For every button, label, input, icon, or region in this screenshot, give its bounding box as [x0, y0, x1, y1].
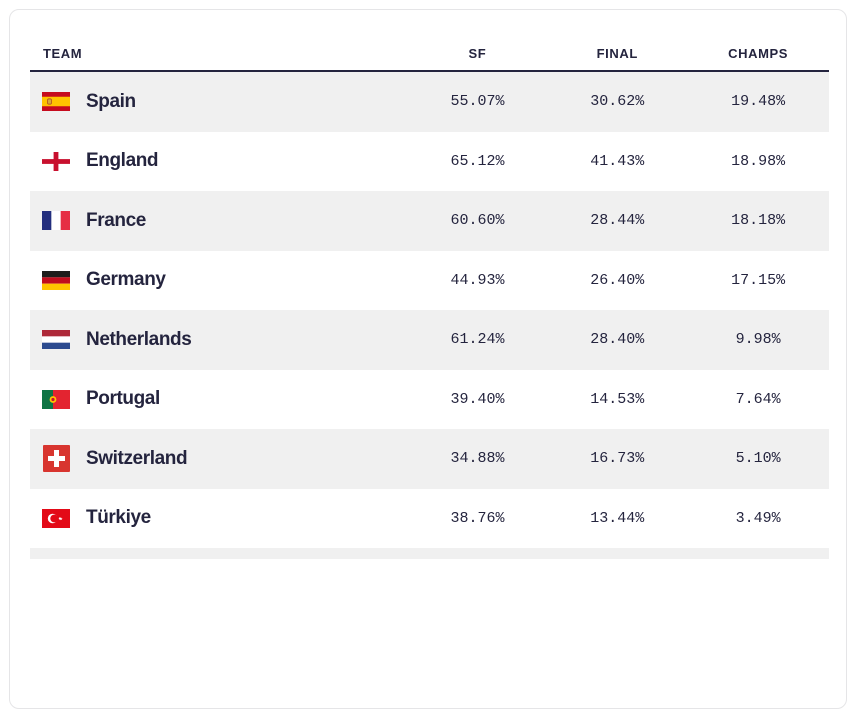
team-cell: Switzerland: [30, 445, 408, 473]
table-row[interactable]: Portugal 39.40% 14.53% 7.64%: [30, 369, 829, 429]
sf-value: 65.12%: [450, 152, 505, 170]
champs-value: 18.18%: [731, 212, 786, 230]
final-value: 13.44%: [590, 509, 645, 527]
team-name: Germany: [86, 269, 166, 291]
flag-england-icon: [42, 151, 70, 171]
table-row[interactable]: Spain 55.07% 30.62% 19.48%: [30, 72, 829, 132]
team-cell: France: [30, 210, 408, 232]
team-cell: England: [30, 150, 408, 172]
table-row[interactable]: England 65.12% 41.43% 18.98%: [30, 131, 829, 191]
flag-france-icon: [42, 211, 70, 231]
team-cell: Portugal: [30, 388, 408, 410]
team-name: Switzerland: [86, 447, 188, 469]
team-name: France: [86, 209, 146, 231]
final-value: 28.44%: [590, 212, 645, 230]
sf-value: 61.24%: [450, 331, 505, 349]
final-value: 30.62%: [590, 93, 645, 111]
table-body: Spain 55.07% 30.62% 19.48% England 65.12…: [30, 72, 829, 548]
team-name: Spain: [86, 90, 136, 112]
table-row[interactable]: Germany 44.93% 26.40% 17.15%: [30, 250, 829, 310]
final-value: 28.40%: [590, 331, 645, 349]
header-sf[interactable]: SF: [468, 46, 487, 61]
champs-value: 3.49%: [735, 509, 781, 527]
final-value: 41.43%: [590, 152, 645, 170]
champs-value: 9.98%: [735, 331, 781, 349]
sf-value: 39.40%: [450, 390, 505, 408]
champs-value: 18.98%: [731, 152, 786, 170]
champs-value: 17.15%: [731, 271, 786, 289]
header-final[interactable]: FINAL: [596, 46, 638, 61]
final-value: 16.73%: [590, 450, 645, 468]
table-row[interactable]: France 60.60% 28.44% 18.18%: [30, 191, 829, 251]
flag-germany-icon: [42, 270, 70, 290]
team-cell: Netherlands: [30, 329, 408, 351]
table-header-row: TEAM SF FINAL CHAMPS: [30, 10, 829, 72]
table-row[interactable]: Netherlands 61.24% 28.40% 9.98%: [30, 310, 829, 370]
flag-portugal-icon: [42, 389, 70, 409]
champs-value: 19.48%: [731, 93, 786, 111]
sf-value: 38.76%: [450, 509, 505, 527]
probabilities-card: TEAM SF FINAL CHAMPS Spain 55.07% 30.62%…: [9, 9, 847, 709]
team-cell: Spain: [30, 91, 408, 113]
flag-netherlands-icon: [42, 330, 70, 350]
sf-value: 34.88%: [450, 450, 505, 468]
flag-turkiye-icon: [42, 508, 70, 528]
header-team[interactable]: TEAM: [43, 46, 83, 61]
table-row[interactable]: Switzerland 34.88% 16.73% 5.10%: [30, 429, 829, 489]
team-cell: Türkiye: [30, 507, 408, 529]
flag-spain-icon: [42, 92, 70, 112]
header-champs[interactable]: CHAMPS: [728, 46, 789, 61]
final-value: 26.40%: [590, 271, 645, 289]
champs-value: 7.64%: [735, 390, 781, 408]
final-value: 14.53%: [590, 390, 645, 408]
team-cell: Germany: [30, 269, 408, 291]
team-name: England: [86, 150, 159, 172]
team-name: Türkiye: [86, 507, 151, 529]
partial-next-row: [30, 548, 829, 559]
table-row[interactable]: Türkiye 38.76% 13.44% 3.49%: [30, 488, 829, 548]
champs-value: 5.10%: [735, 450, 781, 468]
sf-value: 44.93%: [450, 271, 505, 289]
team-name: Netherlands: [86, 328, 192, 350]
team-name: Portugal: [86, 388, 160, 410]
sf-value: 55.07%: [450, 93, 505, 111]
sf-value: 60.60%: [450, 212, 505, 230]
probabilities-table: TEAM SF FINAL CHAMPS Spain 55.07% 30.62%…: [30, 10, 829, 559]
flag-switzerland-icon: [42, 445, 70, 473]
